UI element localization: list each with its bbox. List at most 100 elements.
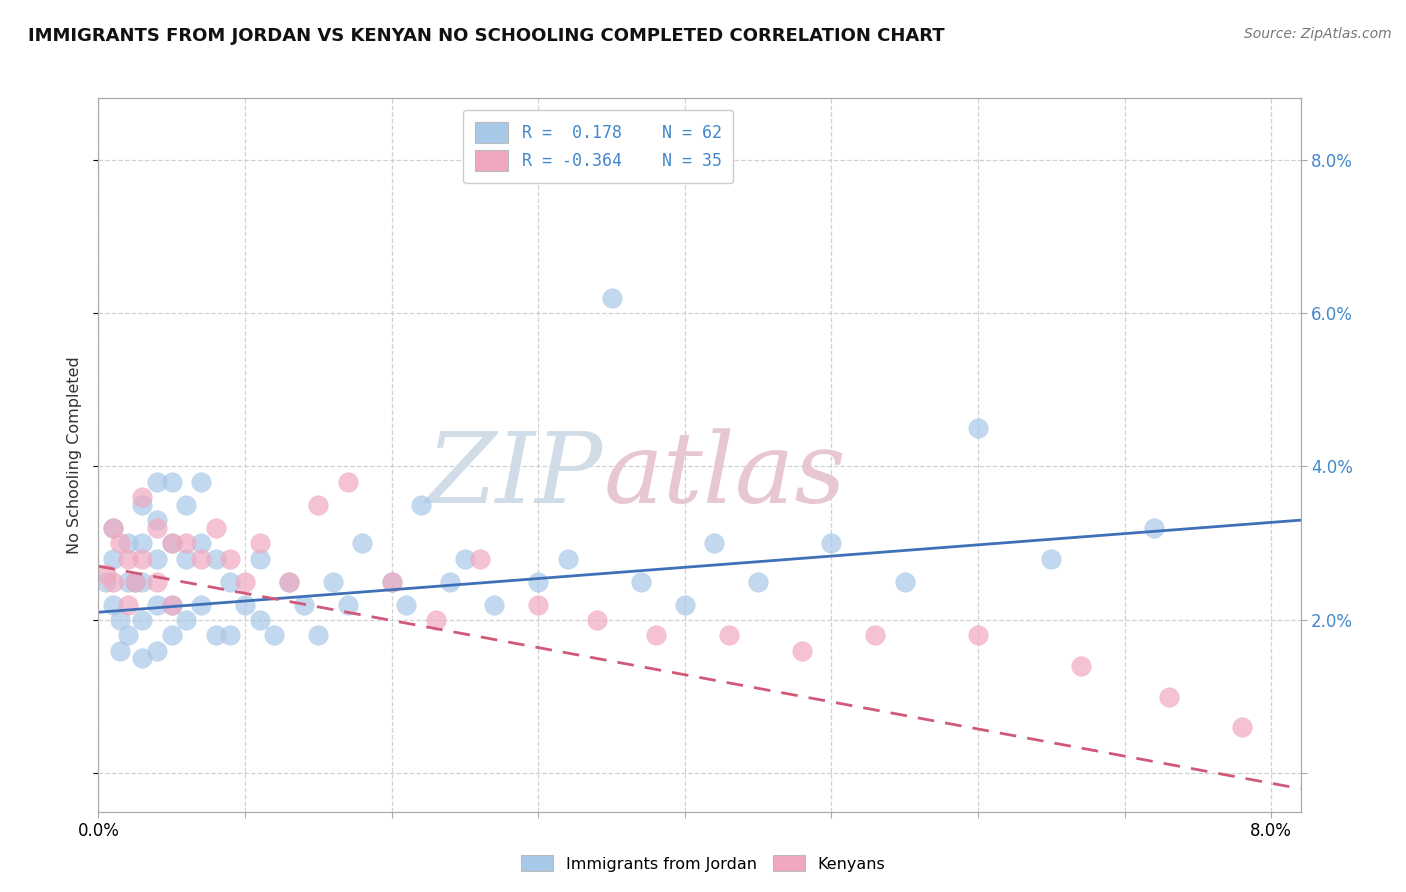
- Point: [395, 598, 418, 612]
- Text: Source: ZipAtlas.com: Source: ZipAtlas.com: [1244, 27, 1392, 41]
- Point: [110, 536, 132, 550]
- Point: [336, 475, 359, 489]
- Point: [219, 628, 242, 642]
- Point: [233, 598, 256, 612]
- Point: [101, 521, 124, 535]
- Legend: Immigrants from Jordan, Kenyans: Immigrants from Jordan, Kenyans: [513, 847, 893, 880]
- Point: [131, 498, 153, 512]
- Point: [278, 574, 301, 589]
- Point: [110, 643, 132, 657]
- Point: [263, 628, 285, 642]
- Point: [131, 574, 153, 589]
- Point: [146, 475, 169, 489]
- Legend: R =  0.178    N = 62, R = -0.364    N = 35: R = 0.178 N = 62, R = -0.364 N = 35: [463, 110, 733, 183]
- Point: [454, 551, 477, 566]
- Point: [967, 421, 990, 435]
- Point: [790, 643, 813, 657]
- Point: [527, 574, 550, 589]
- Point: [94, 574, 117, 589]
- Point: [336, 598, 359, 612]
- Point: [101, 574, 124, 589]
- Point: [381, 574, 404, 589]
- Point: [893, 574, 915, 589]
- Point: [600, 291, 623, 305]
- Point: [160, 598, 183, 612]
- Point: [117, 628, 139, 642]
- Point: [117, 574, 139, 589]
- Point: [124, 574, 146, 589]
- Y-axis label: No Schooling Completed: No Schooling Completed: [67, 356, 83, 554]
- Point: [190, 536, 212, 550]
- Point: [439, 574, 461, 589]
- Point: [703, 536, 725, 550]
- Point: [94, 566, 117, 581]
- Point: [1040, 551, 1063, 566]
- Point: [586, 613, 609, 627]
- Point: [176, 536, 198, 550]
- Point: [160, 598, 183, 612]
- Point: [967, 628, 990, 642]
- Point: [557, 551, 579, 566]
- Point: [146, 521, 169, 535]
- Point: [204, 551, 226, 566]
- Point: [527, 598, 550, 612]
- Point: [190, 475, 212, 489]
- Point: [117, 536, 139, 550]
- Point: [233, 574, 256, 589]
- Point: [630, 574, 652, 589]
- Point: [249, 613, 271, 627]
- Point: [160, 628, 183, 642]
- Point: [146, 598, 169, 612]
- Point: [1143, 521, 1166, 535]
- Point: [468, 551, 491, 566]
- Point: [190, 598, 212, 612]
- Point: [249, 551, 271, 566]
- Point: [1070, 659, 1092, 673]
- Point: [131, 613, 153, 627]
- Point: [117, 551, 139, 566]
- Point: [146, 574, 169, 589]
- Point: [146, 551, 169, 566]
- Point: [146, 513, 169, 527]
- Point: [717, 628, 740, 642]
- Point: [176, 551, 198, 566]
- Point: [204, 521, 226, 535]
- Point: [219, 574, 242, 589]
- Point: [190, 551, 212, 566]
- Point: [204, 628, 226, 642]
- Point: [101, 521, 124, 535]
- Point: [131, 651, 153, 665]
- Point: [381, 574, 404, 589]
- Point: [820, 536, 842, 550]
- Point: [307, 628, 329, 642]
- Point: [1230, 720, 1253, 734]
- Point: [307, 498, 329, 512]
- Text: ZIP: ZIP: [427, 429, 603, 524]
- Point: [160, 536, 183, 550]
- Point: [484, 598, 506, 612]
- Point: [117, 598, 139, 612]
- Point: [124, 574, 146, 589]
- Point: [292, 598, 315, 612]
- Point: [644, 628, 666, 642]
- Point: [101, 598, 124, 612]
- Point: [409, 498, 432, 512]
- Text: IMMIGRANTS FROM JORDAN VS KENYAN NO SCHOOLING COMPLETED CORRELATION CHART: IMMIGRANTS FROM JORDAN VS KENYAN NO SCHO…: [28, 27, 945, 45]
- Point: [322, 574, 344, 589]
- Point: [110, 613, 132, 627]
- Point: [160, 475, 183, 489]
- Point: [425, 613, 447, 627]
- Point: [131, 536, 153, 550]
- Point: [101, 551, 124, 566]
- Point: [219, 551, 242, 566]
- Point: [176, 498, 198, 512]
- Point: [278, 574, 301, 589]
- Point: [1157, 690, 1180, 704]
- Point: [160, 536, 183, 550]
- Point: [146, 643, 169, 657]
- Point: [865, 628, 887, 642]
- Point: [249, 536, 271, 550]
- Point: [176, 613, 198, 627]
- Point: [747, 574, 769, 589]
- Point: [131, 551, 153, 566]
